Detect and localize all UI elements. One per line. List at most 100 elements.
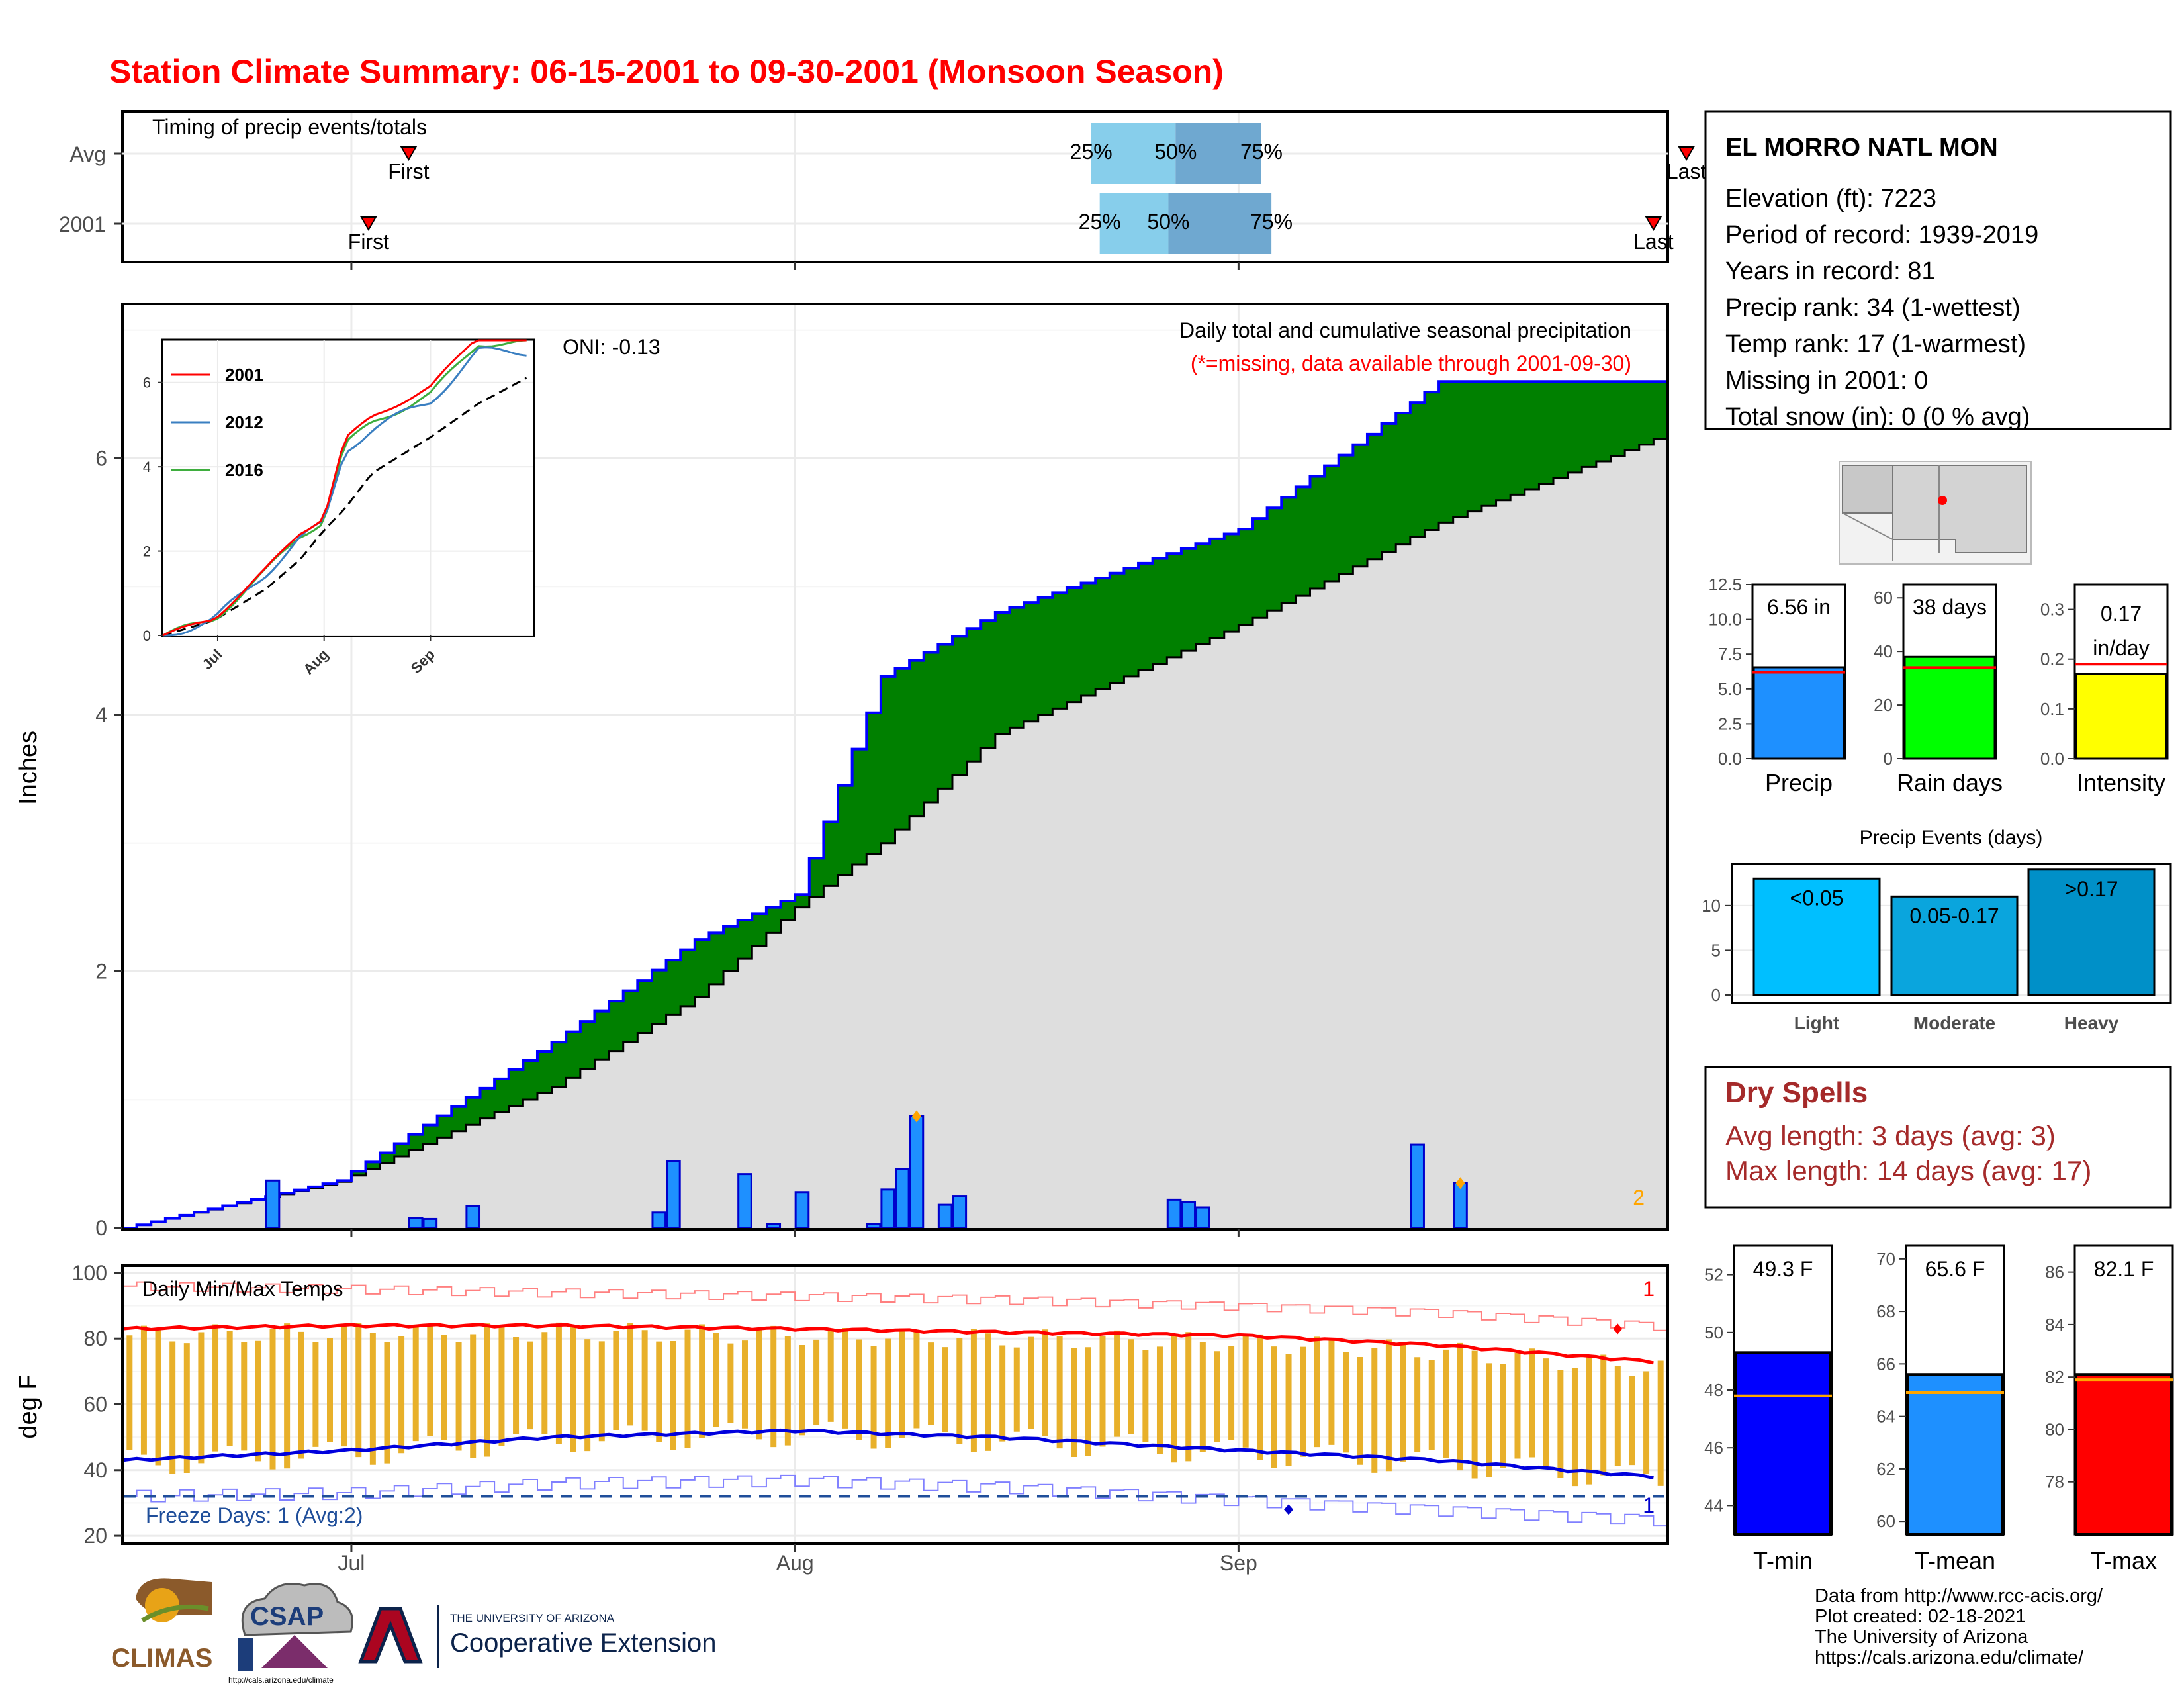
map-state-region [1892, 465, 2027, 553]
above-normal-area [1324, 465, 1340, 581]
above-normal-area [1453, 381, 1468, 517]
precip-plot-frame [121, 303, 1669, 1231]
above-normal-area [909, 660, 925, 816]
tmin-y-tick-label: 48 [1704, 1380, 1723, 1400]
above-normal-area [1367, 434, 1383, 559]
station-detail-line: Precip rank: 34 (1-wettest) [1725, 294, 2021, 322]
above-normal-area [1396, 412, 1411, 545]
station-detail-line: Period of record: 1939-2019 [1725, 221, 2038, 249]
above-normal-area [1639, 381, 1654, 445]
event-bar-label: >0.17 [2065, 877, 2118, 901]
above-normal-area [1553, 381, 1569, 479]
above-normal-area [351, 1171, 367, 1176]
above-normal-area [938, 644, 953, 789]
above-normal-area [1510, 381, 1525, 495]
map-border-line-2 [1842, 512, 1893, 561]
inset-y-tick-label: 2 [143, 543, 151, 560]
timing-p50-label: 50% [1154, 140, 1197, 164]
above-normal-area [1295, 487, 1311, 596]
inset-frame [161, 338, 535, 637]
precip-y-tick-label: 6 [95, 447, 107, 471]
station-detail-line: Temp rank: 17 (1-warmest) [1725, 330, 2026, 358]
above-normal-area [852, 749, 867, 865]
temp-x-tick-label: Sep [1220, 1551, 1257, 1575]
above-normal-area [1524, 381, 1540, 489]
station-detail-line: Missing in 2001: 0 [1725, 367, 1928, 395]
temp-y-tick-label: 40 [83, 1458, 107, 1482]
ua-logo-mark [358, 1607, 423, 1664]
precip-y-tick-label: 7.5 [1718, 644, 1742, 664]
above-normal-area [594, 1011, 610, 1060]
dry-spells-title: Dry Spells [1725, 1076, 1868, 1109]
dry-spells-frame [1704, 1066, 2172, 1209]
raindays-bar [1903, 655, 1996, 760]
above-normal-area [952, 636, 968, 775]
above-normal-area [1109, 573, 1125, 683]
inset-legend-label: 2016 [225, 460, 263, 480]
precip-x-ticks [350, 1229, 1240, 1237]
inset-line-2001 [162, 339, 527, 637]
above-normal-area [1625, 381, 1640, 451]
above-normal-area [1596, 381, 1612, 462]
above-normal-area [838, 785, 853, 876]
ua-line1: THE UNIVERSITY OF ARIZONA [450, 1612, 615, 1624]
timing-title: Timing of precip events/totals [152, 115, 427, 139]
footer-credits: Data from http://www.rcc-acis.org/Plot c… [1815, 1585, 2103, 1668]
temp-y-ticks: 20 40 60 80 100 [72, 1261, 122, 1548]
event-bar [1890, 895, 2019, 996]
events-y-tick-label: 5 [1711, 940, 1721, 960]
event-bar-label: 0.05-0.17 [1909, 904, 1999, 927]
above-normal-area [1567, 381, 1582, 473]
precip-y-tick-label: 2.5 [1718, 714, 1742, 733]
climas-logo: CLIMAS [111, 1578, 212, 1673]
above-normal-area [1267, 508, 1282, 611]
events-y-tick-label: 10 [1702, 896, 1721, 915]
footer-credit-line: The University of Arizona [1815, 1626, 2028, 1648]
daily-precip-bar [1166, 1198, 1182, 1229]
above-normal-area [866, 712, 882, 854]
above-normal-area [823, 821, 839, 886]
tmax-y-tick-label: 86 [2045, 1262, 2064, 1282]
precip-y-ticks: 0 2 4 6 [95, 447, 122, 1240]
above-normal-area [1410, 402, 1426, 538]
map-state-west [1842, 465, 1893, 514]
above-normal-area [752, 914, 767, 946]
precip-axis-label: Precip [1765, 769, 1833, 796]
above-normal-area [1181, 548, 1197, 651]
daily-precip-bar [766, 1223, 782, 1229]
daily-precip-bar [952, 1195, 968, 1229]
location-map [1839, 461, 2032, 565]
footer-credit-line: https://cals.arizona.edu/climate/ [1815, 1647, 2084, 1668]
above-normal-area [580, 1021, 596, 1069]
station-info-box: EL MORRO NATL MON Elevation (ft): 7223 Pe… [1704, 110, 2172, 431]
events-y-tick-label: 0 [1711, 985, 1721, 1005]
tmin-bar [1734, 1351, 1832, 1536]
above-normal-area [1439, 381, 1454, 523]
above-normal-area [709, 933, 724, 984]
dry-spells-max: Max length: 14 days (avg: 17) [1725, 1155, 2091, 1186]
precip-y-axis-label: Inches [15, 731, 42, 805]
temp-corner-bottom: 1 [1643, 1493, 1655, 1517]
precip-event-marker [1455, 1177, 1465, 1190]
tmean-y-tick-label: 62 [1876, 1459, 1895, 1479]
above-normal-area [1253, 518, 1268, 618]
raindays-y-tick-label: 40 [1874, 641, 1893, 661]
tmin-y-tick-label: 52 [1704, 1265, 1723, 1285]
above-normal-area [508, 1069, 523, 1106]
raindays-y-tick-label: 20 [1874, 695, 1893, 715]
precip-y-tick-label: 12.5 [1708, 575, 1742, 594]
record-max-line [122, 1281, 1668, 1331]
daily-precip-bar [895, 1168, 910, 1229]
above-normal-area [1095, 578, 1111, 690]
above-normal-area [1338, 455, 1353, 574]
daily-precip-bar [265, 1179, 281, 1229]
above-normal-area [809, 858, 824, 897]
above-normal-area [966, 628, 981, 762]
tmax-bar [2075, 1373, 2173, 1536]
record-high-marker [1613, 1323, 1623, 1335]
timing-last-marker [1645, 216, 1662, 231]
temp-y-axis-label: deg F [15, 1374, 42, 1438]
tmean-y-tick-label: 66 [1876, 1354, 1895, 1374]
freeze-days-label: Freeze Days: 1 (Avg:2) [146, 1503, 363, 1527]
